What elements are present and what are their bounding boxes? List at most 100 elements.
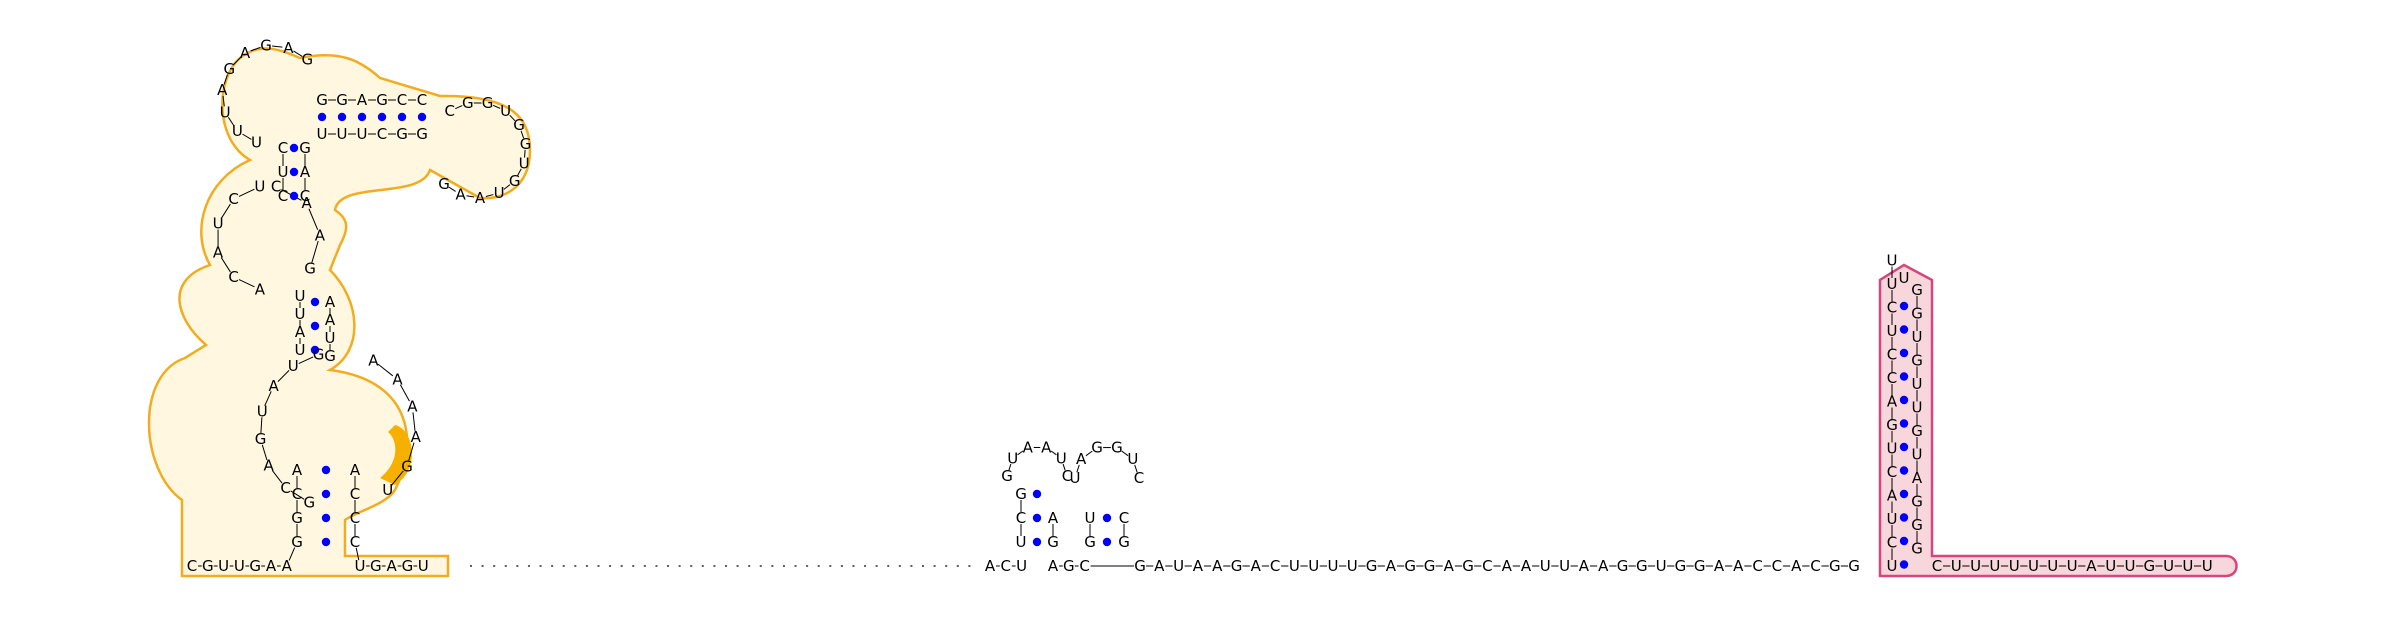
backbone-link [222, 95, 225, 107]
nucleotide-orange-arm: G [316, 91, 328, 109]
nucleotide-orange-stem: C [300, 187, 310, 205]
nucleotide-orange-arm: U [357, 125, 368, 143]
base-pair-dot [1899, 372, 1909, 381]
nucleotide-pink-stem: U [1912, 328, 1923, 346]
backbone-link [503, 184, 511, 190]
nucleotide-pink-stem: G [1911, 281, 1923, 299]
nucleotide-orange-loop: A [411, 428, 422, 446]
nucleotide-hairpin2-stem: U [1085, 509, 1096, 527]
backbone-link [1134, 464, 1138, 473]
nucleotide-orange-loop: G [303, 494, 315, 512]
nucleotide-3prime-tail: U [2067, 557, 2078, 575]
nucleotide-orange-loop: A [217, 81, 228, 99]
backbone-link [308, 208, 319, 230]
nucleotide-orange-loop: G [255, 430, 267, 448]
nucleotide-main-chain: A [1212, 557, 1223, 575]
backbone-link [1008, 463, 1012, 471]
backbone-link [355, 547, 360, 561]
base-pair-dot [1899, 419, 1909, 428]
base-pair-dot [317, 112, 327, 122]
backbone-link [227, 117, 235, 127]
nucleotide-pink-stem: U [1887, 440, 1898, 458]
base-pair-dot [310, 345, 320, 355]
nucleotide-hairpin2-loop: A [1076, 450, 1087, 468]
backbone-link [412, 412, 416, 431]
nucleotide-orange-loop: U [519, 155, 530, 173]
nucleotide-orange-loop: A [302, 194, 313, 212]
nucleotide-main-chain: A [1193, 557, 1204, 575]
nucleotide-main-chain: U [1540, 557, 1551, 575]
base-pair-dot [321, 513, 331, 523]
backbone-link [290, 490, 305, 500]
nucleotide-orange-loop: C [271, 178, 281, 196]
nucleotide-orange-stem: A [325, 311, 336, 329]
nucleotide-orange-stem: U [295, 287, 306, 305]
backbone-link [277, 369, 290, 382]
orange-domain-outline [147, 47, 532, 578]
nucleotide-pink-stem: A [1912, 469, 1923, 487]
base-pair-dot [321, 537, 331, 547]
nucleotide-orange-loop: A [455, 186, 466, 204]
nucleotide-orange-loop: C [280, 479, 290, 497]
nucleotide-orange-loop: U [257, 402, 268, 420]
pink-domain-outline [1878, 263, 2238, 578]
nucleotide-hairpin1-loop: U [1007, 449, 1018, 467]
nucleotide-orange-loop: A [475, 189, 486, 207]
nucleotide-hairpin2-loop: U [1070, 469, 1081, 487]
backbone-link [220, 203, 231, 219]
base-pair-dot [321, 489, 331, 499]
base-pair-dot [1102, 513, 1112, 523]
nucleotide-pink-stem: G [1886, 416, 1898, 434]
nucleotide-3prime-tail: U [2202, 557, 2213, 575]
nucleotide-main-chain: U [1347, 557, 1358, 575]
nucleotide-hairpin1-loop: C [1062, 467, 1072, 485]
nucleotide-orange-arm: C [397, 91, 407, 109]
nucleotide-orange-stem: C [278, 139, 288, 157]
nucleotide-main-chain: G [1366, 557, 1378, 575]
nucleotide-orange-loop: C [228, 190, 238, 208]
backbone-link [238, 188, 255, 197]
nucleotide-small-region: A [985, 557, 996, 575]
nucleotide-hairpin1-stem: C [1016, 509, 1026, 527]
backbone-link [1062, 463, 1066, 471]
nucleotide-hairpin2-stem: C [1119, 509, 1129, 527]
nucleotide-orange-loop: A [283, 39, 294, 57]
base-pair-dot [1899, 325, 1909, 334]
base-pair-dot [310, 321, 320, 331]
base-pair-dot [321, 465, 331, 475]
backbone-link [311, 240, 319, 263]
nucleotide-orange-stem: A [292, 461, 303, 479]
backbone-link [455, 105, 463, 110]
nucleotide-pink-stem: C [1887, 463, 1897, 481]
nucleotide-main-chain: G [1675, 557, 1687, 575]
nucleotide-orange-loop: U [251, 134, 262, 152]
nucleotide-orange-loop: G [513, 116, 525, 134]
nucleotide-3prime-tail: U [2009, 557, 2020, 575]
backbone-link [260, 417, 263, 434]
nucleotide-orange-loop: G [401, 457, 413, 475]
backbone-link [261, 444, 268, 461]
nucleotide-main-chain: G [1231, 557, 1243, 575]
nucleotide-main-chain: A [1386, 557, 1397, 575]
nucleotide-main-chain: C [1772, 557, 1782, 575]
backbone-link [223, 74, 228, 85]
backbone-link [408, 442, 415, 461]
nucleotide-5prime-tail: A [266, 557, 277, 575]
backbone-link [250, 46, 261, 52]
nucleotide-orange-loop: A [368, 352, 379, 370]
nucleotide-orange-loop: U [254, 178, 265, 196]
backbone-link [485, 194, 494, 197]
nucleotide-orange-arm: C [417, 91, 427, 109]
nucleotide-pink-stem: C [1887, 299, 1897, 317]
backbone-link [448, 186, 456, 192]
nucleotide-main-chain: A [1444, 557, 1455, 575]
nucleotide-orange-loop: C [445, 102, 455, 120]
nucleotide-orange-loop: A [213, 244, 224, 262]
nucleotide-pink-stem: U [1887, 557, 1898, 575]
nucleotide-orange-stem: G [299, 139, 311, 157]
nucleotide-main-chain: A [1733, 557, 1744, 575]
nucleotide-pink-stem: C [1887, 534, 1897, 552]
backbone-link [466, 195, 475, 198]
nucleotide-orange-arm: U [317, 125, 328, 143]
